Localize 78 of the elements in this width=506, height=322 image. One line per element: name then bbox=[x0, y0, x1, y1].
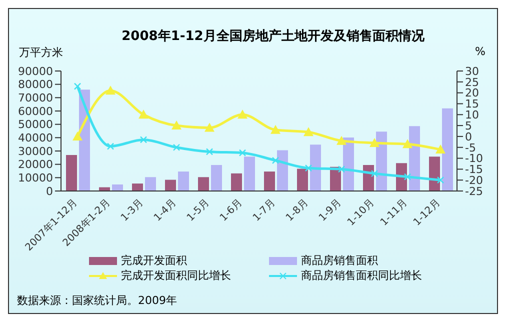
point bbox=[272, 156, 280, 164]
point bbox=[338, 166, 346, 173]
bar bbox=[112, 184, 123, 191]
bar bbox=[66, 155, 77, 191]
y-axis-title: 万平方米 bbox=[19, 45, 63, 60]
y-tick-label: 70000 bbox=[18, 92, 53, 105]
y-tick-label: 20000 bbox=[18, 158, 53, 172]
point bbox=[106, 142, 114, 150]
bar bbox=[409, 126, 420, 191]
y2-tick-label: -25 bbox=[465, 184, 483, 198]
chart-title: 2008年1-12月全国房地产土地开发及销售面积情况 bbox=[120, 28, 426, 45]
y-tick-label: 50000 bbox=[18, 118, 53, 132]
y-tick-label: 40000 bbox=[18, 132, 53, 145]
y2-tick-label: 15 bbox=[465, 98, 479, 111]
y2-axis-title: % bbox=[475, 45, 486, 58]
bar bbox=[165, 180, 176, 191]
y-tick-label: 10000 bbox=[18, 172, 53, 185]
y2-tick-label: -15 bbox=[465, 163, 483, 176]
point bbox=[106, 86, 116, 95]
point bbox=[138, 110, 148, 119]
y2-tick-label: -10 bbox=[465, 152, 483, 166]
legend-label: 完成开发面积同比增长 bbox=[121, 268, 231, 283]
x-tick-label: 1-7月 bbox=[251, 197, 278, 224]
bar bbox=[297, 168, 308, 191]
x-tick-label: 1-5月 bbox=[185, 197, 212, 224]
bar bbox=[429, 156, 440, 191]
y2-tick-label: -20 bbox=[465, 174, 483, 187]
bar bbox=[211, 165, 222, 191]
point bbox=[74, 82, 82, 90]
point bbox=[172, 144, 180, 151]
legend-label: 商品房销售面积 bbox=[301, 253, 378, 268]
point bbox=[304, 127, 314, 136]
x-tick-label: 1-3月 bbox=[119, 197, 146, 224]
bar bbox=[310, 144, 321, 191]
bar bbox=[198, 177, 209, 191]
y-tick-label: 0 bbox=[46, 184, 53, 198]
point bbox=[206, 148, 214, 156]
bar bbox=[244, 156, 255, 191]
point bbox=[436, 144, 446, 154]
y2-tick-label: 0 bbox=[465, 130, 472, 144]
y2-tick-label: 25 bbox=[465, 76, 479, 89]
y2-tick-label: -5 bbox=[465, 141, 476, 154]
bar bbox=[145, 177, 156, 191]
bar bbox=[132, 184, 143, 191]
point bbox=[336, 136, 346, 145]
point bbox=[140, 136, 148, 144]
point bbox=[436, 176, 444, 184]
point bbox=[402, 139, 412, 148]
legend-label: 商品房销售面积同比增长 bbox=[301, 268, 422, 283]
y2-tick-label: 5 bbox=[465, 119, 472, 132]
bar bbox=[264, 172, 275, 191]
y-tick-label: 90000 bbox=[18, 64, 53, 78]
bar bbox=[442, 108, 453, 191]
x-tick-label: 1-9月 bbox=[317, 197, 344, 224]
point bbox=[370, 170, 378, 178]
y2-tick-label: 10 bbox=[465, 108, 479, 122]
x-tick-label: 1-4月 bbox=[152, 197, 179, 224]
point bbox=[72, 131, 82, 140]
legend-label: 完成开发面积 bbox=[121, 253, 187, 268]
point bbox=[204, 122, 214, 132]
point bbox=[238, 110, 248, 119]
source-note: 数据来源：国家统计局。2009年 bbox=[17, 293, 177, 308]
bar bbox=[277, 150, 288, 191]
y-tick-label: 60000 bbox=[18, 104, 53, 118]
bar bbox=[178, 172, 189, 191]
point bbox=[172, 120, 182, 130]
x-tick-label: 1-6月 bbox=[218, 197, 245, 224]
point bbox=[238, 149, 246, 156]
point bbox=[270, 124, 280, 134]
point bbox=[304, 164, 312, 172]
y-tick-label: 30000 bbox=[18, 144, 53, 158]
y2-tick-label: 30 bbox=[465, 64, 479, 78]
y-tick-label: 80000 bbox=[18, 78, 53, 92]
point bbox=[370, 138, 380, 147]
y2-tick-label: 20 bbox=[465, 86, 479, 100]
point bbox=[404, 173, 412, 180]
x-tick-label: 1-8月 bbox=[284, 197, 311, 224]
bar bbox=[231, 173, 242, 191]
